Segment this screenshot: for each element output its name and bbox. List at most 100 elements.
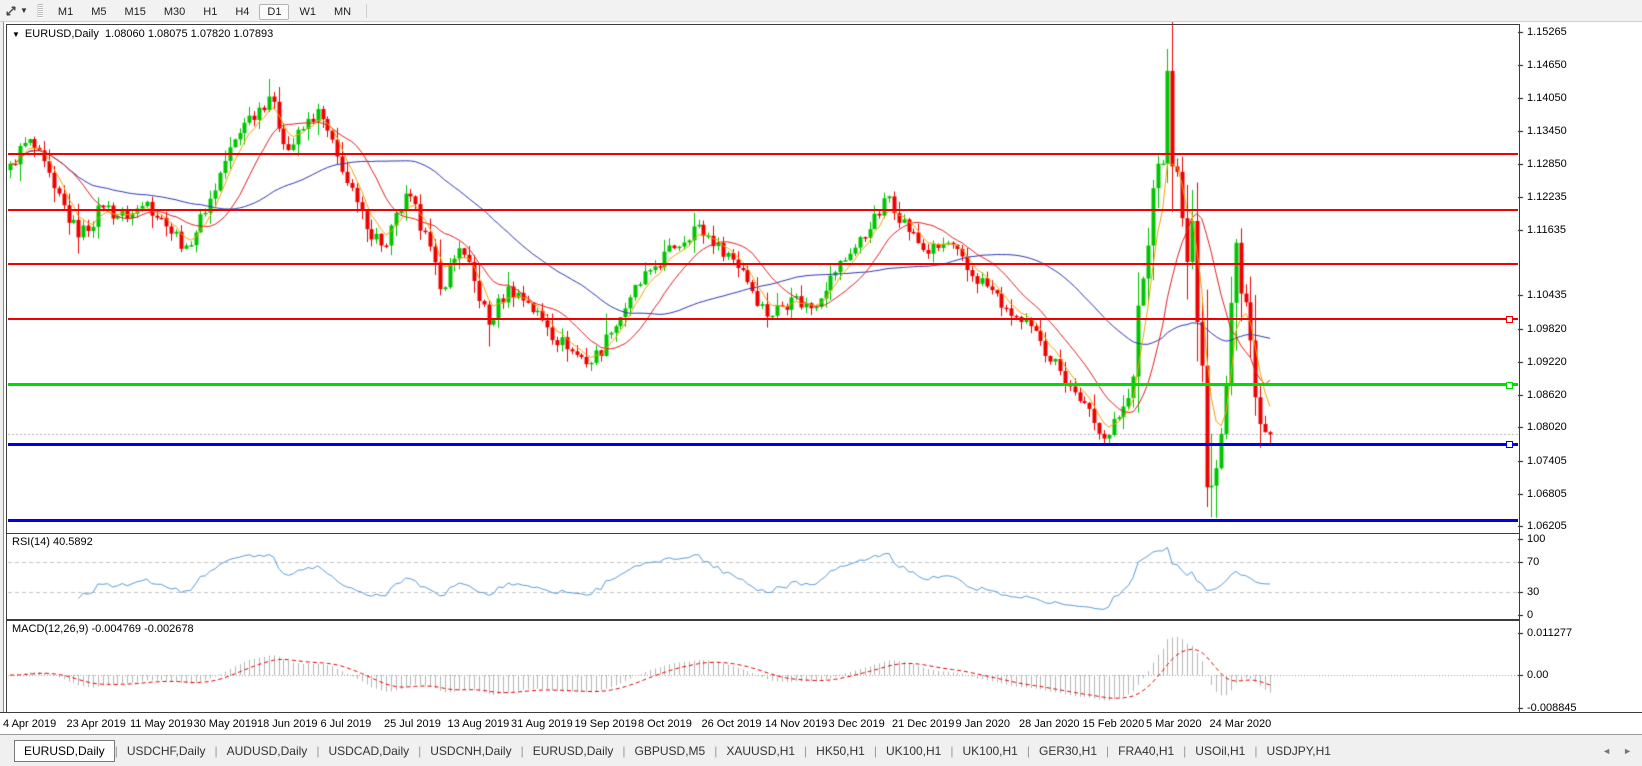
date-tick-label: 8 Oct 2019 <box>638 718 692 730</box>
tab-separator: | <box>316 743 320 758</box>
level-line-handle[interactable] <box>1506 381 1513 389</box>
date-tick-label: 26 Oct 2019 <box>701 718 762 730</box>
tab-separator: | <box>1026 743 1030 758</box>
date-tick-label: 31 Aug 2019 <box>511 718 573 730</box>
timeframe-button-m15[interactable]: M15 <box>124 5 146 18</box>
chart-tab-xauusd-h1[interactable]: XAUUSD,H1 <box>726 743 796 758</box>
chart-tab-eurusd-daily[interactable]: EURUSD,Daily <box>14 739 115 762</box>
price-tick-label: 1.14050 <box>1527 92 1567 105</box>
timeframe-button-m30[interactable]: M30 <box>163 5 186 18</box>
price-tick-label: 1.10435 <box>1527 289 1567 302</box>
rsi-tick-label: 0 <box>1527 609 1534 621</box>
tab-separator: | <box>214 743 218 758</box>
date-tick-label: 23 Apr 2019 <box>66 718 126 730</box>
chart-tab-ger30-h1[interactable]: GER30,H1 <box>1038 743 1098 758</box>
horizontal-level-line[interactable] <box>8 263 1518 266</box>
timeframe-button-m5[interactable]: M5 <box>91 5 107 18</box>
price-tick-label: 1.09820 <box>1527 323 1567 336</box>
date-tick-label: 21 Dec 2019 <box>892 718 955 730</box>
timeframe-button-h4[interactable]: H4 <box>235 5 250 18</box>
date-tick-label: 5 Mar 2020 <box>1146 718 1202 730</box>
top-toolbar: ▼ M1 M5 M15 M30 H1 H4 D1 W1 MN <box>0 0 1642 22</box>
date-tick-label: 15 Feb 2020 <box>1082 718 1145 730</box>
tab-separator: | <box>804 743 808 758</box>
date-tick-label: 3 Dec 2019 <box>828 718 885 730</box>
chart-tab-usdchf-daily[interactable]: USDCHF,Daily <box>126 743 206 758</box>
level-line-handle[interactable] <box>1506 315 1513 323</box>
tab-separator: | <box>1106 743 1110 758</box>
horizontal-level-line[interactable] <box>8 383 1518 387</box>
date-tick-label: 9 Jan 2020 <box>955 718 1010 730</box>
horizontal-level-line[interactable] <box>8 208 1518 211</box>
chart-tab-usoil-h1[interactable]: USOil,H1 <box>1195 743 1246 758</box>
tab-separator: | <box>418 743 422 758</box>
chart-tabs: EURUSD,Daily | USDCHF,Daily | AUDUSD,Daily | U… <box>14 739 1340 762</box>
date-axis[interactable]: 4 Apr 2019 23 Apr 2019 11 May 2019 30 May 2… <box>0 712 1642 735</box>
rsi-tick-label: 30 <box>1527 586 1540 599</box>
chart-tab-usdcad-daily[interactable]: USDCAD,Daily <box>328 743 410 758</box>
tab-scroll-right-icon[interactable]: ► <box>1623 745 1632 756</box>
date-tick-label: 19 Sep 2019 <box>574 718 637 730</box>
horizontal-level-line[interactable] <box>8 152 1518 155</box>
macd-tick-label: -0.008845 <box>1527 702 1577 714</box>
price-tick-label: 1.12235 <box>1527 191 1567 204</box>
chart-tab-gbpusd-m5[interactable]: GBPUSD,M5 <box>634 743 706 758</box>
price-tick-label: 1.06205 <box>1527 520 1567 533</box>
chart-tab-fra40-h1[interactable]: FRA40,H1 <box>1118 743 1175 758</box>
date-tick-label: 18 Jun 2019 <box>257 718 318 730</box>
date-tick-label: 28 Jan 2020 <box>1019 718 1080 730</box>
date-tick-label: 13 Aug 2019 <box>447 718 510 730</box>
timeframe-button-h1[interactable]: H1 <box>203 5 218 18</box>
chart-tab-bar: EURUSD,Daily | USDCHF,Daily | AUDUSD,Daily | U… <box>0 734 1642 766</box>
horizontal-level-line[interactable] <box>8 442 1518 446</box>
chart-tab-usdjpy-h1[interactable]: USDJPY,H1 <box>1266 743 1331 758</box>
tab-separator: | <box>1183 743 1187 758</box>
diagonal-arrows-icon[interactable] <box>2 3 20 19</box>
caret-down-icon[interactable]: ▼ <box>20 6 28 15</box>
chart-tab-uk100-h1[interactable]: UK100,H1 <box>885 743 942 758</box>
chart-tab-audusd-daily[interactable]: AUDUSD,Daily <box>226 743 308 758</box>
price-tick-label: 1.14650 <box>1527 59 1567 72</box>
horizontal-level-line[interactable] <box>8 519 1518 523</box>
chart-tab-eurusd-daily[interactable]: EURUSD,Daily <box>532 743 614 758</box>
price-tick-label: 1.11635 <box>1527 223 1566 236</box>
timeframe-toolbar: M1 M5 M15 M30 H1 H4 D1 W1 MN <box>49 2 360 20</box>
toolbar-grip[interactable] <box>36 3 43 18</box>
tab-separator: | <box>1254 743 1258 758</box>
ohlc-values: 1.08060 1.08075 1.07820 1.07893 <box>105 28 274 40</box>
collapse-caret-icon[interactable]: ▼ <box>12 30 20 39</box>
date-tick-label: 25 Jul 2019 <box>384 718 441 730</box>
tab-separator: | <box>873 743 877 758</box>
level-line-handle[interactable] <box>1506 441 1513 449</box>
date-tick-label: 4 Apr 2019 <box>3 718 57 730</box>
macd-tick-label: 0.011277 <box>1527 627 1573 639</box>
toolbar-separator <box>366 3 368 18</box>
timeframe-button-w1[interactable]: W1 <box>299 5 316 18</box>
timeframe-button-d1[interactable]: D1 <box>259 3 290 20</box>
price-tick-label: 1.07405 <box>1527 454 1567 467</box>
horizontal-level-line[interactable] <box>8 317 1518 320</box>
tab-separator: | <box>950 743 954 758</box>
chart-tab-hk50-h1[interactable]: HK50,H1 <box>816 743 865 758</box>
rsi-tick-label: 70 <box>1527 555 1540 568</box>
macd-tick-label: 0.00 <box>1527 669 1549 682</box>
chart-tab-uk100-h1[interactable]: UK100,H1 <box>962 743 1018 758</box>
chart-window-left-frame <box>0 22 4 734</box>
date-tick-label: 24 Mar 2020 <box>1209 718 1272 730</box>
date-tick-label: 30 May 2019 <box>193 718 258 730</box>
price-tick-label: 1.12850 <box>1527 157 1567 170</box>
timeframe-button-mn[interactable]: MN <box>333 5 352 18</box>
symbol-period-label: EURUSD,Daily <box>24 28 99 40</box>
chart-tab-usdcnh-daily[interactable]: USDCNH,Daily <box>430 743 512 758</box>
timeframe-button-m1[interactable]: M1 <box>57 5 74 18</box>
price-tick-label: 1.06805 <box>1527 487 1567 500</box>
tab-separator: | <box>114 743 118 758</box>
price-tick-label: 1.08620 <box>1527 388 1567 401</box>
tab-scroll-nav: ◄ ► <box>1602 746 1632 756</box>
price-axis[interactable]: 1.15265 1.14650 1.14050 1.13450 1.12850 1.122… <box>1519 22 1642 714</box>
date-tick-label: 14 Nov 2019 <box>765 718 828 730</box>
date-tick-label: 6 Jul 2019 <box>320 718 372 730</box>
price-tick-label: 1.09220 <box>1527 355 1567 368</box>
tab-scroll-left-icon[interactable]: ◄ <box>1602 745 1612 756</box>
